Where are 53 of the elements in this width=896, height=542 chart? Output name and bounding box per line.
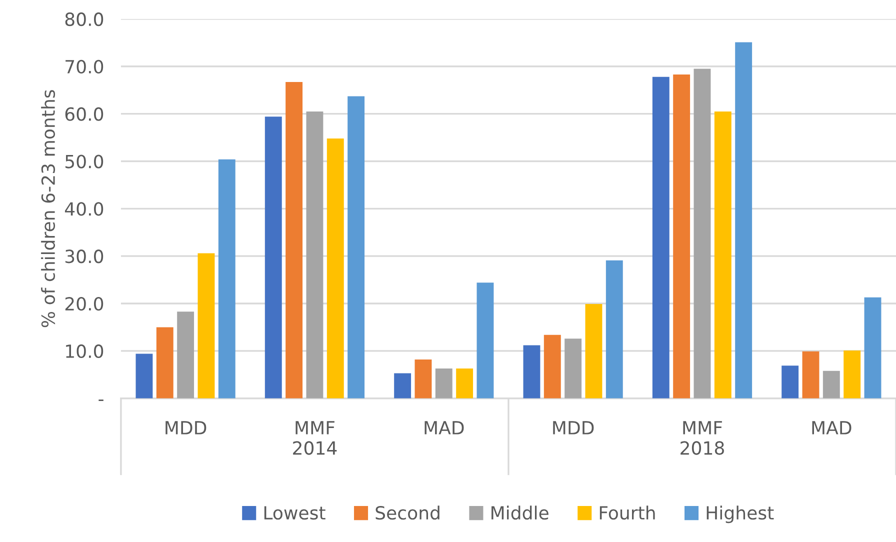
bar xyxy=(544,334,561,398)
bar xyxy=(844,350,861,398)
bar xyxy=(326,138,344,398)
bar xyxy=(822,370,840,398)
x-tick-label: MAD xyxy=(812,421,852,434)
bar xyxy=(673,74,690,398)
bar xyxy=(177,312,194,398)
bar xyxy=(864,297,882,398)
bar xyxy=(694,68,711,398)
x-tick-label: MDD xyxy=(553,421,594,434)
x-tick-label: MMF xyxy=(683,421,722,434)
bar xyxy=(306,111,324,398)
text: 2014 xyxy=(293,441,337,455)
y-tick-label: 60.0 xyxy=(65,107,104,121)
y-tick-label: - xyxy=(98,400,104,402)
bar xyxy=(476,282,494,398)
bar xyxy=(394,373,412,398)
x-tick-label: MAD xyxy=(424,421,464,434)
bar xyxy=(264,116,282,398)
legend-label: Middle xyxy=(492,506,548,520)
bar xyxy=(348,96,365,398)
bar xyxy=(714,111,732,398)
y-tick-label: 80.0 xyxy=(65,12,104,26)
bar xyxy=(218,159,236,398)
bar xyxy=(286,82,303,398)
bar xyxy=(802,351,820,398)
y-tick-label: 70.0 xyxy=(66,60,104,74)
x-tick-label: MDD xyxy=(166,421,206,434)
legend-label: Fourth xyxy=(600,506,655,520)
bar xyxy=(585,304,602,398)
bar xyxy=(414,359,432,398)
y-tick-label: 10.0 xyxy=(66,344,104,358)
legend-label: Second xyxy=(376,506,440,520)
bar xyxy=(198,253,215,398)
bar xyxy=(136,354,153,398)
y-axis-title: % of children 6-23 months xyxy=(41,90,56,328)
y-tick-label: 20.0 xyxy=(65,296,104,311)
y-tick-label: 30.0 xyxy=(65,250,104,264)
bar xyxy=(606,260,623,398)
bar xyxy=(652,76,670,398)
y-tick-label: 50.0 xyxy=(65,154,104,168)
bar xyxy=(523,345,540,398)
bar xyxy=(564,338,582,398)
y-tick-label: 40.0 xyxy=(64,202,104,216)
bar xyxy=(735,42,752,398)
legend-label: Highest xyxy=(706,506,774,524)
bar xyxy=(456,368,474,398)
legend-label: Lowest xyxy=(264,506,326,520)
bar xyxy=(435,368,452,398)
bar xyxy=(782,366,799,398)
bar xyxy=(156,327,174,398)
x-tick-label: MMF xyxy=(296,421,334,434)
text: 2018 xyxy=(680,441,724,455)
